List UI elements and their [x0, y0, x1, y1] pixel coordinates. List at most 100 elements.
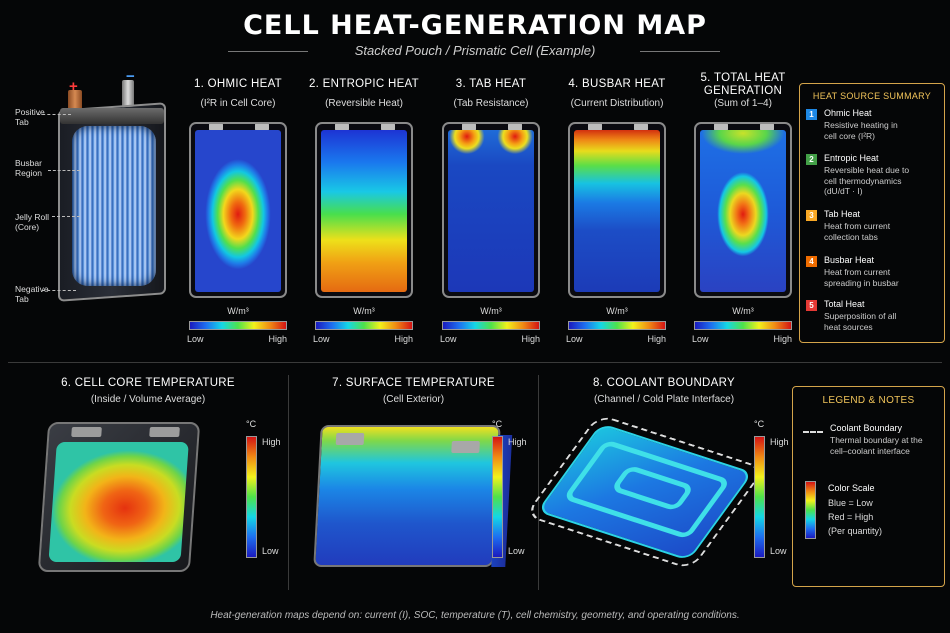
tab-icon: [714, 124, 728, 131]
unit-label: W/m³: [227, 306, 249, 316]
temperature-color-bar: [246, 436, 257, 558]
heat-panel-4: 4. BUSBAR HEAT (Current Distribution) W/…: [564, 72, 670, 347]
temperature-unit: °C: [754, 419, 765, 429]
summary-item-heading: Busbar Heat: [824, 255, 875, 265]
callout-negative-tab: Negative Tab: [15, 284, 49, 304]
panel-subtitle: (Current Distribution): [570, 98, 664, 109]
tab-icon: [255, 124, 269, 131]
summary-number-badge: 1: [806, 109, 817, 120]
cell-cutaway-illustration: + −: [58, 68, 176, 304]
panel-title: 4. BUSBAR HEAT: [568, 78, 666, 90]
callout-line: [48, 170, 80, 171]
negative-terminal-icon: [122, 80, 134, 108]
unit-label: W/m³: [606, 306, 628, 316]
scale-low-label: Low: [508, 546, 525, 556]
scale-high-label: High: [268, 334, 287, 344]
callout-line: [37, 114, 71, 115]
legend-notes: LEGEND & NOTES Coolant Boundary Thermal …: [792, 386, 945, 587]
scale-high-label: High: [508, 437, 527, 447]
scale-blue-label: Blue = Low: [828, 498, 873, 508]
tab-icon: [335, 124, 349, 131]
heat-map-cell: [315, 122, 413, 298]
heat-map-cell: [442, 122, 540, 298]
unit-label: W/m³: [480, 306, 502, 316]
temperature-panel-7: 7. SURFACE TEMPERATURE (Cell Exterior): [289, 372, 538, 602]
core-temperature-map: [48, 442, 189, 562]
scale-high-label: High: [521, 334, 540, 344]
color-scale-bar: [315, 321, 413, 330]
scale-high-label: High: [262, 437, 281, 447]
temperature-unit: °C: [492, 419, 503, 429]
summary-number-badge: 5: [806, 300, 817, 311]
summary-number-badge: 3: [806, 210, 817, 221]
boundary-heading: Coolant Boundary: [830, 423, 903, 433]
scale-low-label: Low: [566, 334, 583, 344]
callout-busbar: Busbar Region: [15, 158, 42, 178]
temperature-color-bar: [754, 436, 765, 558]
positive-tab-icon: [68, 90, 82, 110]
heat-map-fill: [321, 130, 407, 292]
heat-map-fill: [574, 130, 660, 292]
cold-plate: [536, 423, 754, 561]
summary-item-description: Resistive heating in cell core (I²R): [824, 120, 898, 141]
callout-positive-tab: Positive Tab: [15, 107, 45, 127]
summary-item-heading: Entropic Heat: [824, 153, 879, 163]
scale-low-label: Low: [313, 334, 330, 344]
scale-heading: Color Scale: [828, 483, 875, 493]
tab-icon: [381, 124, 395, 131]
surface-temperature-map: [313, 425, 513, 567]
unit-label: W/m³: [353, 306, 375, 316]
scale-low-label: Low: [187, 334, 204, 344]
summary-item-description: Reversible heat due to cell thermodynami…: [824, 165, 910, 196]
page-subtitle: Stacked Pouch / Prismatic Cell (Example): [354, 43, 596, 58]
tab-icon: [462, 124, 476, 131]
heat-panel-2: 2. ENTROPIC HEAT (Reversible Heat) W/m³ …: [309, 72, 419, 347]
summary-number-badge: 2: [806, 154, 817, 165]
jelly-roll-icon: [72, 126, 156, 286]
tab-icon: [634, 124, 648, 131]
summary-item-description: Superposition of all heat sources: [824, 311, 897, 332]
heat-source-summary: HEAT SOURCE SUMMARY 1 Ohmic Heat Resisti…: [799, 83, 945, 343]
plus-sign-icon: +: [69, 78, 78, 95]
panel-subtitle: (Cell Exterior): [382, 394, 445, 405]
summary-item-description: Heat from current spreading in busbar: [824, 267, 899, 288]
tab-icon: [588, 124, 602, 131]
terminal-icon: [149, 427, 180, 437]
summary-item-heading: Total Heat: [824, 299, 865, 309]
heat-map-cell: [568, 122, 666, 298]
tab-icon: [760, 124, 774, 131]
callout-jelly-roll: Jelly Roll (Core): [15, 212, 50, 232]
coolant-boundary-plate: [524, 413, 766, 571]
heat-panel-1: 1. OHMIC HEAT (I²R in Cell Core) W/m³ Lo…: [185, 72, 291, 347]
panel-subtitle: (Sum of 1–4): [714, 98, 772, 109]
terminal-icon: [335, 433, 365, 445]
callout-line: [42, 290, 76, 291]
scale-low-label: Low: [262, 546, 279, 556]
heat-map-fill: [195, 130, 281, 292]
scale-low-label: Low: [770, 546, 787, 556]
panel-title: 3. TAB HEAT: [455, 78, 527, 90]
scale-low-label: Low: [440, 334, 457, 344]
color-scale-bar: [694, 321, 792, 330]
heat-panel-3: 3. TAB HEAT (Tab Resistance) W/m³ Low Hi…: [438, 72, 544, 347]
page-title: CELL HEAT-GENERATION MAP: [243, 10, 707, 41]
color-scale-bar: [568, 321, 666, 330]
column-divider: [288, 375, 289, 590]
terminal-icon: [451, 441, 480, 453]
tab-icon: [508, 124, 522, 131]
temperature-color-bar: [492, 436, 503, 558]
summary-item-heading: Tab Heat: [824, 209, 861, 219]
boundary-dash-icon: [803, 431, 823, 433]
tab-icon: [209, 124, 223, 131]
temperature-panel-8: 8. COOLANT BOUNDARY (Channel / Cold Plat…: [524, 372, 789, 602]
panel-subtitle: (Tab Resistance): [453, 98, 529, 109]
panel-title: 1. OHMIC HEAT: [193, 78, 283, 90]
unit-label: W/m³: [732, 306, 754, 316]
coolant-channel-icon: [562, 439, 732, 540]
boundary-description: Thermal boundary at the cell–coolant int…: [830, 435, 923, 456]
minus-sign-icon: −: [126, 68, 135, 85]
panel-title: 5. TOTAL HEAT GENERATION: [700, 72, 786, 97]
section-divider: [8, 362, 942, 363]
panel-subtitle: (Inside / Volume Average): [90, 394, 206, 405]
busbar-icon: [60, 108, 164, 124]
